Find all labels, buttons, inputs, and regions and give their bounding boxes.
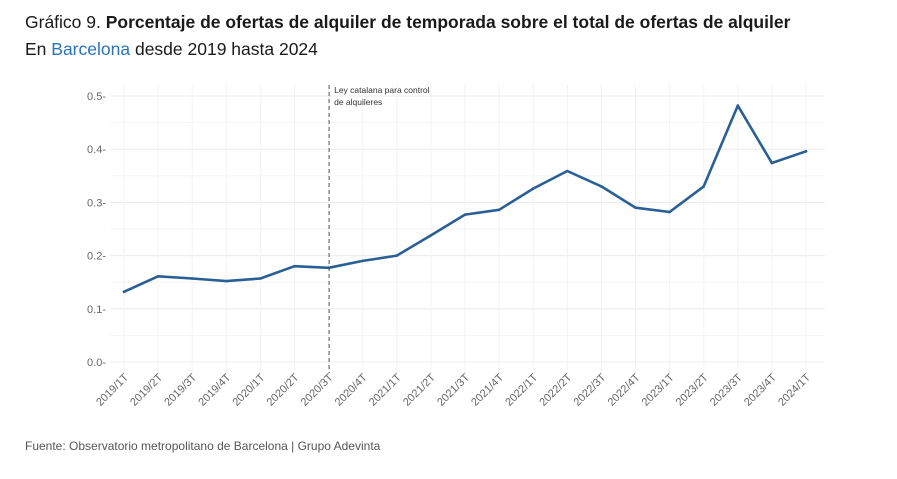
policy-annotation-text: Ley catalana para control <box>334 85 430 95</box>
data-point <box>190 277 194 280</box>
subtitle-pre: En <box>25 39 52 59</box>
subtitle-city: Barcelona <box>51 39 131 59</box>
x-tick-label: 2023/3T <box>708 371 745 408</box>
title-bold: Porcentaje de ofertas de alquiler de tem… <box>105 12 791 32</box>
source-note: Fuente: Observatorio metropolitano de Ba… <box>25 439 381 453</box>
data-point <box>531 187 535 190</box>
data-point <box>702 185 705 188</box>
x-tick-label: 2021/3T <box>435 371 472 408</box>
y-tick-label: 0.1- <box>87 304 106 316</box>
x-tick-label: 2019/3T <box>162 371 199 408</box>
x-tick-label: 2023/4T <box>742 371 779 408</box>
data-point <box>225 279 228 283</box>
y-tick-label: 0.5- <box>87 91 106 103</box>
chart-title: Gráfico 9. Porcentaje de ofertas de alqu… <box>25 12 790 33</box>
policy-annotation-text: de alquileres <box>334 97 382 107</box>
x-tick-label: 2021/4T <box>469 371 506 408</box>
data-point <box>361 259 365 263</box>
data-point <box>395 254 399 257</box>
y-tick-label: 0.0- <box>87 357 106 369</box>
chart-subtitle: En Barcelona desde 2019 hasta 2024 <box>25 39 318 60</box>
data-point <box>463 213 467 216</box>
x-tick-label: 2022/1T <box>503 371 540 408</box>
x-tick-label: 2023/1T <box>640 371 677 408</box>
x-tick-label: 2022/3T <box>571 371 608 408</box>
data-point <box>804 150 808 153</box>
y-tick-label: 0.4- <box>87 144 106 156</box>
data-point <box>736 104 740 107</box>
data-point <box>122 290 126 294</box>
data-point <box>259 277 262 280</box>
x-tick-label: 2019/4T <box>196 371 233 408</box>
x-tick-label: 2019/2T <box>128 371 165 408</box>
subtitle-post: desde 2019 hasta 2024 <box>130 39 318 59</box>
x-tick-label: 2020/1T <box>230 371 267 408</box>
x-tick-label: 2022/4T <box>606 371 643 408</box>
data-point <box>634 206 637 210</box>
x-tick-label: 2020/3T <box>299 371 336 408</box>
x-tick-label: 2020/4T <box>333 371 370 408</box>
x-tick-label: 2019/1T <box>94 371 131 408</box>
data-point <box>156 275 160 278</box>
x-tick-label: 2024/1T <box>776 371 813 408</box>
x-tick-label: 2021/1T <box>367 371 404 408</box>
x-tick-label: 2021/2T <box>401 371 438 408</box>
data-point <box>668 210 671 214</box>
x-tick-label: 2020/2T <box>265 371 302 408</box>
y-tick-label: 0.2- <box>87 251 106 263</box>
data-point <box>327 266 330 270</box>
data-point <box>566 169 569 173</box>
y-tick-label: 0.3- <box>87 197 106 209</box>
data-point <box>429 234 433 237</box>
title-prefix: Gráfico 9. <box>25 12 106 32</box>
x-tick-label: 2022/2T <box>537 371 574 408</box>
data-point <box>497 208 501 212</box>
x-tick-label: 2023/2T <box>674 371 711 408</box>
data-point <box>600 185 603 188</box>
data-point <box>293 264 296 268</box>
data-point <box>770 161 774 165</box>
